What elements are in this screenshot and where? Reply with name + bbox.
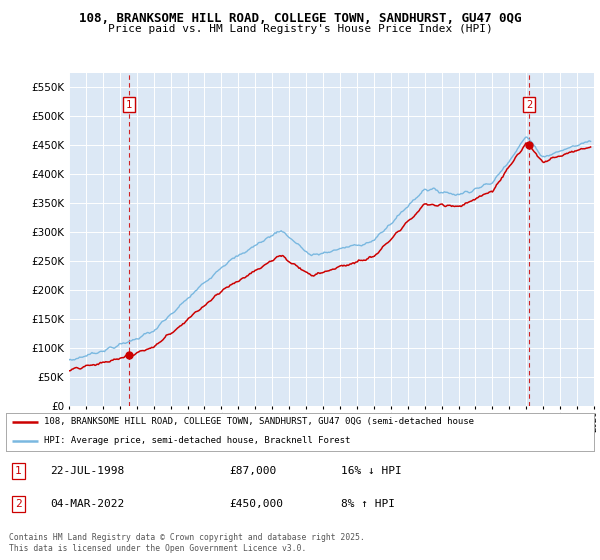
Text: 1: 1 xyxy=(126,100,132,110)
Text: 04-MAR-2022: 04-MAR-2022 xyxy=(50,499,124,508)
Text: 108, BRANKSOME HILL ROAD, COLLEGE TOWN, SANDHURST, GU47 0QG (semi-detached house: 108, BRANKSOME HILL ROAD, COLLEGE TOWN, … xyxy=(44,417,474,426)
Text: 2: 2 xyxy=(526,100,532,110)
Text: 108, BRANKSOME HILL ROAD, COLLEGE TOWN, SANDHURST, GU47 0QG: 108, BRANKSOME HILL ROAD, COLLEGE TOWN, … xyxy=(79,12,521,25)
Text: 16% ↓ HPI: 16% ↓ HPI xyxy=(341,466,402,476)
Text: HPI: Average price, semi-detached house, Bracknell Forest: HPI: Average price, semi-detached house,… xyxy=(44,436,350,445)
Text: 8% ↑ HPI: 8% ↑ HPI xyxy=(341,499,395,508)
Text: 22-JUL-1998: 22-JUL-1998 xyxy=(50,466,124,476)
Text: £87,000: £87,000 xyxy=(229,466,277,476)
Text: 2: 2 xyxy=(15,499,22,508)
Text: Price paid vs. HM Land Registry's House Price Index (HPI): Price paid vs. HM Land Registry's House … xyxy=(107,24,493,34)
Text: £450,000: £450,000 xyxy=(229,499,283,508)
Text: 1: 1 xyxy=(15,466,22,476)
Text: Contains HM Land Registry data © Crown copyright and database right 2025.
This d: Contains HM Land Registry data © Crown c… xyxy=(9,533,365,553)
